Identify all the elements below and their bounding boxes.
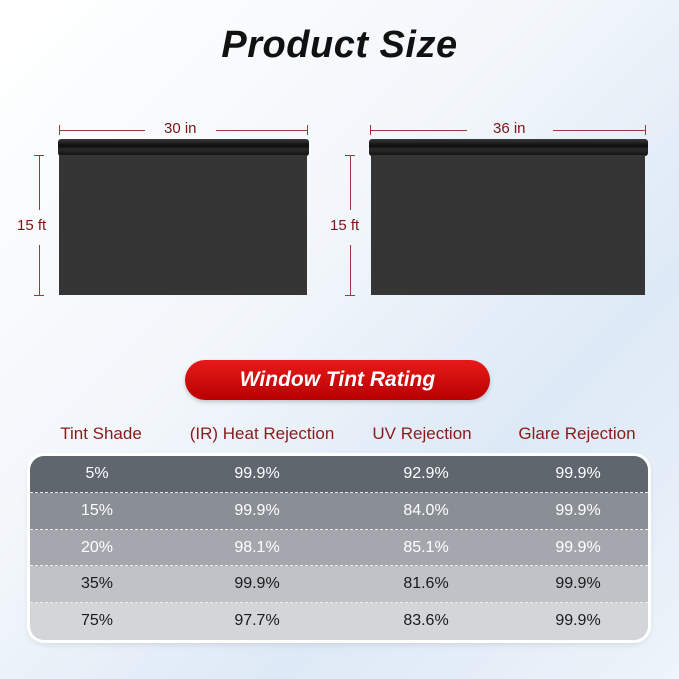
header-tint-shade: Tint Shade (60, 424, 142, 443)
table-cell: 99.9% (234, 575, 280, 593)
header-glare-rejection: Glare Rejection (518, 424, 636, 443)
roll-width-label: 36 in (493, 120, 526, 137)
roll-length-label: 15 ft (17, 217, 47, 234)
table-cell: 92.9% (403, 465, 449, 482)
width-dimension-line (553, 130, 645, 131)
film-roller (369, 139, 648, 156)
length-dimension-line (39, 245, 40, 295)
rating-badge: Window Tint Rating (185, 360, 490, 400)
dimension-tick (307, 125, 308, 135)
dimension-tick (345, 155, 355, 156)
tint-rating-table: 5% 99.9% 92.9% 99.9% 15% 99.9% 84.0% 99.9% 20% 98… (30, 456, 648, 640)
table-cell: 99.9% (555, 465, 601, 482)
table-cell: 15% (80, 501, 114, 519)
table-row: 75% 97.7% 83.6% 99.9% (30, 603, 648, 640)
table-row: 5% 99.9% 92.9% 99.9% (30, 456, 648, 493)
roll-length-label: 15 ft (330, 217, 360, 234)
table-cell: 98.1% (234, 538, 280, 556)
table-cell: 99.9% (555, 538, 601, 556)
dimension-tick (370, 125, 371, 135)
width-dimension-line (59, 130, 145, 131)
length-dimension-line (350, 245, 351, 295)
table-cell: 35% (80, 575, 114, 593)
width-dimension-line (216, 130, 307, 131)
dimension-tick (34, 295, 44, 296)
table-cell: 97.7% (234, 612, 280, 630)
table-cell: 84.0% (403, 501, 449, 519)
film-sheet (371, 155, 645, 295)
film-sheet (59, 155, 307, 295)
table-cell: 99.9% (555, 575, 601, 593)
table-cell: 20% (80, 538, 114, 556)
table-row: 20% 98.1% 85.1% 99.9% (30, 529, 648, 567)
table-cell: 99.9% (234, 465, 280, 482)
roll-width-label: 30 in (164, 120, 197, 137)
table-cell: 99.9% (555, 612, 601, 630)
film-roller (58, 139, 309, 156)
table-cell: 75% (80, 612, 114, 630)
table-row: 15% 99.9% 84.0% 99.9% (30, 492, 648, 530)
page-title: Product Size (221, 24, 458, 66)
table-cell: 85.1% (403, 538, 449, 556)
dimension-tick (59, 125, 60, 135)
table-cell: 81.6% (403, 575, 449, 593)
table-cell: 99.9% (234, 501, 280, 519)
table-row: 35% 99.9% 81.6% 99.9% (30, 566, 648, 604)
length-dimension-line (350, 155, 351, 210)
dimension-tick (345, 295, 355, 296)
dimension-tick (34, 155, 44, 156)
width-dimension-line (370, 130, 467, 131)
table-cell: 83.6% (403, 612, 449, 630)
table-cell: 99.9% (555, 501, 601, 519)
length-dimension-line (39, 155, 40, 210)
header-uv-rejection: UV Rejection (372, 424, 472, 443)
dimension-tick (645, 125, 646, 135)
header-heat-rejection: (IR) Heat Rejection (189, 424, 335, 443)
table-cell: 5% (85, 465, 109, 482)
